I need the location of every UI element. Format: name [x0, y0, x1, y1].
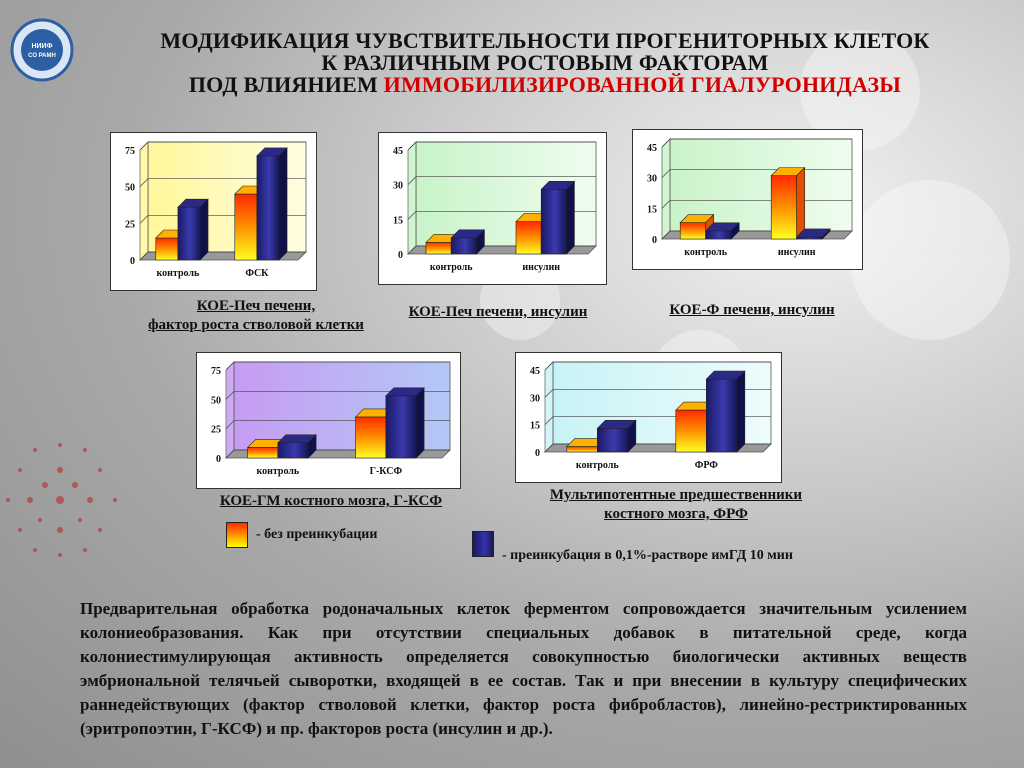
chart-multipotent-frf: 0 15 30 45 контроль ФРФ: [515, 352, 787, 488]
x-tick-label: Г-КСФ: [370, 466, 403, 477]
x-tick-label: контроль: [576, 460, 619, 471]
x-tick-label: контроль: [256, 466, 299, 477]
caption-chart-3: КОЕ-Ф печени, инсулин: [654, 301, 850, 320]
svg-text:СО РАМН: СО РАМН: [28, 53, 56, 59]
chart-koe-f-insulin: 0 15 30 45 контроль инсулин: [632, 129, 868, 275]
caption-chart-3-text: КОЕ-Ф печени, инсулин: [669, 302, 835, 318]
legend-item-preincubation: - преинкубация в 0,1%-растворе имГД 10 м…: [472, 524, 793, 564]
legend-swatch-navy: [472, 531, 494, 557]
caption-chart-5-line1: Мультипотентные предшественники: [549, 487, 803, 503]
bar-preincubation-2: [256, 147, 288, 261]
y-tick-label: 25: [211, 425, 221, 436]
bar-preincubation-1: [704, 222, 740, 240]
bar-preincubation-1: [277, 434, 317, 459]
legend-item-no-preincubation: - без преинкубации: [226, 522, 377, 548]
title-line-1: МОДИФИКАЦИЯ ЧУВСТВИТЕЛЬНОСТИ ПРОГЕНИТОРН…: [160, 28, 930, 53]
legend-label-1: - без преинкубации: [256, 527, 378, 542]
svg-text:НИИФ: НИИФ: [31, 43, 52, 50]
caption-chart-5-line2: костного мозга, ФРФ: [604, 506, 748, 522]
bar-no-preincubation-2: [770, 166, 806, 240]
title-line-2: К РАЗЛИЧНЫМ РОСТОВЫМ ФАКТОРАМ: [321, 50, 769, 75]
chart-koe-pech-fsk: 0 25 50 75 контроль ФСК: [110, 132, 322, 296]
y-tick-label: 30: [393, 181, 403, 192]
caption-chart-4-text: КОЕ-ГМ костного мозга, Г-КСФ: [219, 493, 443, 509]
title-highlight: ИММОБИЛИЗИРОВАННОЙ ГИАЛУРОНИДАЗЫ: [383, 72, 902, 97]
x-tick-label: контроль: [157, 268, 200, 279]
y-tick-label: 45: [393, 146, 403, 157]
bar-preincubation-1: [450, 229, 486, 255]
x-tick-label: контроль: [430, 262, 473, 273]
y-tick-label: 0: [216, 454, 221, 465]
y-tick-label: 50: [211, 395, 221, 406]
caption-chart-1-line2: фактор роста стволовой клетки: [148, 317, 364, 333]
y-tick-label: 0: [398, 250, 403, 261]
title-line-3: ПОД ВЛИЯНИЕМ ИММОБИЛИЗИРОВАННОЙ ГИАЛУРОН…: [80, 74, 1010, 96]
y-tick-label: 0: [130, 256, 135, 267]
y-tick-label: 50: [125, 183, 135, 194]
caption-chart-2-text: КОЕ-Печ печени, инсулин: [408, 304, 588, 320]
page-title: МОДИФИКАЦИЯ ЧУВСТВИТЕЛЬНОСТИ ПРОГЕНИТОРН…: [80, 30, 1010, 96]
x-tick-label: ФРФ: [695, 460, 719, 471]
body-paragraph: Предварительная обработка родоначальных …: [80, 599, 967, 738]
x-tick-label: ФСК: [245, 268, 269, 279]
chart-koe-pech-insulin: 0 15 30 45 контроль инсулин: [378, 132, 612, 290]
chart-koe-gm-gksf: 0 25 50 75 контроль Г-КСФ: [196, 352, 466, 494]
decorative-dot-pattern: [6, 443, 117, 557]
chart-svg-1: 0 25 50 75 контроль ФСК: [110, 132, 317, 291]
bar-preincubation-2: [385, 387, 425, 459]
x-tick-label: инсулин: [778, 247, 816, 258]
chart-svg-3: 0 15 30 45 контроль инсулин: [632, 129, 863, 270]
x-tick-label: контроль: [684, 247, 727, 258]
chart-svg-5: 0 15 30 45 контроль ФРФ: [515, 352, 782, 483]
bar-preincubation-2: [705, 370, 746, 453]
caption-chart-5: Мультипотентные предшественники костного…: [526, 486, 826, 524]
y-tick-label: 15: [393, 215, 403, 226]
y-tick-label: 25: [125, 219, 135, 230]
caption-chart-1-line1: КОЕ-Печ печени,: [196, 298, 316, 314]
y-tick-label: 0: [652, 235, 657, 246]
y-tick-label: 45: [647, 143, 657, 154]
title-line-3-prefix: ПОД ВЛИЯНИЕМ: [188, 72, 384, 97]
caption-chart-1: КОЕ-Печ печени, фактор роста стволовой к…: [128, 297, 384, 335]
y-tick-label: 15: [647, 204, 657, 215]
caption-chart-2: КОЕ-Печ печени, инсулин: [392, 303, 604, 322]
y-tick-label: 0: [535, 448, 540, 459]
chart-svg-4: 0 25 50 75 контроль Г-КСФ: [196, 352, 461, 489]
y-tick-label: 30: [530, 393, 540, 404]
bar-preincubation-1: [596, 419, 637, 453]
chart-svg-2: 0 15 30 45 контроль инсулин: [378, 132, 607, 285]
y-tick-label: 15: [530, 421, 540, 432]
x-tick-label: инсулин: [522, 262, 560, 273]
bar-preincubation-2: [540, 180, 576, 255]
legend-label-2: - преинкубация в 0,1%-растворе имГД 10 м…: [502, 548, 793, 563]
y-tick-label: 45: [530, 366, 540, 377]
legend-swatch-orange: [226, 522, 248, 548]
y-tick-label: 75: [211, 366, 221, 377]
y-tick-label: 75: [125, 146, 135, 157]
caption-chart-4: КОЕ-ГМ костного мозга, Г-КСФ: [200, 492, 462, 511]
y-tick-label: 30: [647, 174, 657, 185]
bar-preincubation-2: [795, 228, 831, 240]
institute-logo: НИИФ СО РАМН: [10, 18, 74, 82]
bar-preincubation-1: [177, 198, 209, 261]
